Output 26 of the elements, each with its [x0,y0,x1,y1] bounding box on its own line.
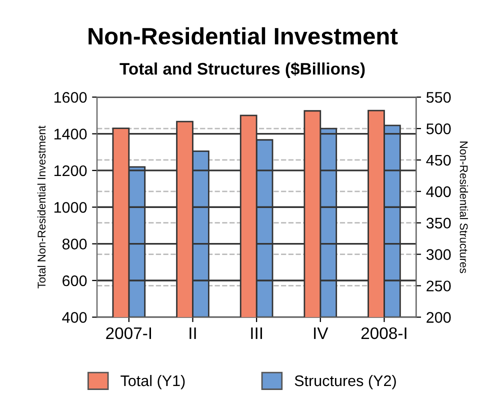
y-tick-label: 600 [62,275,87,286]
y2-tick-label: 500 [426,123,451,134]
y2-axis-title: Non-Residential Structures [460,142,468,274]
y-tick-label: 400 [62,312,87,323]
chart-subtitle: Total and Structures ($Billions) [120,62,365,78]
y-tick-label: 1400 [54,128,87,140]
x-tick-label: III [251,327,262,339]
y-axis-title: Total Non-Residential Investment [37,126,46,288]
chart-title: Non-Residential Investment [88,27,398,45]
y2-tick-label: 200 [426,312,451,323]
y2-tick-label: 300 [426,249,451,260]
x-tick-label: II [190,327,196,339]
legend-label: Structures (Y2) [294,374,396,390]
y2-tick-label: 250 [426,280,451,292]
y-tick-label: 1600 [54,92,87,103]
y2-tick-label: 550 [426,92,451,103]
y-tick-label: 800 [62,238,87,250]
x-tick-label: 2008-I [361,327,406,340]
x-tick-label: IV [314,327,328,339]
x-tick-label: 2007-I [106,327,152,340]
legend-label: Total (Y1) [120,374,185,390]
y-tick-label: 1200 [54,165,87,176]
y2-tick-label: 350 [426,218,451,229]
y2-tick-label: 450 [426,154,451,166]
y2-tick-label: 400 [426,186,451,198]
y-tick-label: 1000 [54,202,87,213]
